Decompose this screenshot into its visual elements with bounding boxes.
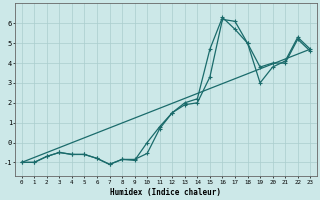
X-axis label: Humidex (Indice chaleur): Humidex (Indice chaleur) xyxy=(110,188,221,197)
